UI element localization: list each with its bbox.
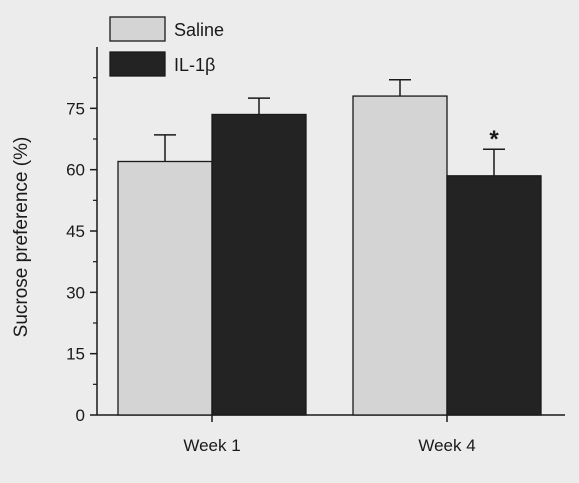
bar [117, 160, 213, 416]
y-tick-label: 0 [76, 406, 85, 425]
y-tick-label: 15 [66, 345, 85, 364]
bar [211, 113, 307, 416]
error-bars [154, 78, 505, 176]
legend: Saline IL-1β [109, 16, 224, 77]
y-tick-label: 75 [66, 99, 85, 118]
bar [446, 175, 542, 416]
x-tick-label: Week 4 [418, 436, 475, 455]
legend-label: Saline [174, 20, 224, 40]
legend-swatch [109, 51, 166, 77]
significance-markers: * [489, 126, 499, 153]
significance-star: * [489, 126, 499, 153]
legend-swatch [109, 16, 166, 42]
x-tick-label: Week 1 [183, 436, 240, 455]
bar [352, 95, 448, 416]
x-axis: Week 1 Week 4 [97, 414, 565, 455]
legend-label: IL-1β [174, 55, 215, 75]
y-tick-label: 45 [66, 222, 85, 241]
y-axis-label: Sucrose preference (%) [11, 137, 32, 338]
y-axis: 0 15 30 45 60 75 [66, 47, 98, 425]
y-tick-label: 60 [66, 161, 85, 180]
bars [117, 95, 542, 416]
y-tick-label: 30 [66, 283, 85, 302]
